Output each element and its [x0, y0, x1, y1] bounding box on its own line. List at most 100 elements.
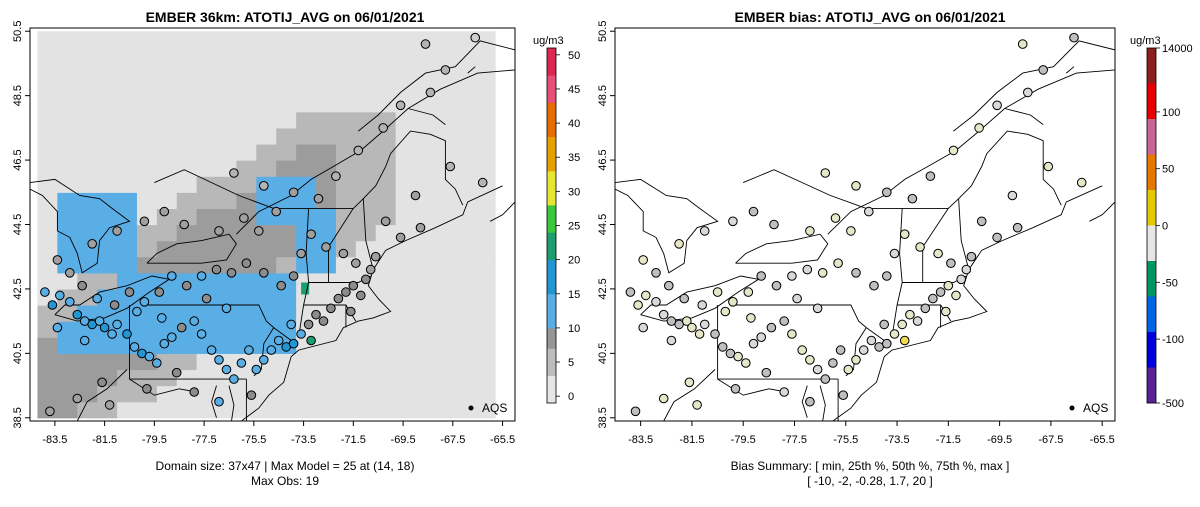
- model-grid-cell: [296, 353, 317, 371]
- basemap-line: [467, 66, 476, 74]
- model-grid-cell: [475, 127, 496, 145]
- colorbar-tick-label: 25: [568, 221, 580, 233]
- model-grid-cell: [296, 192, 317, 209]
- model-grid-cell: [296, 256, 317, 274]
- bias-colorbar-swatch: [1147, 394, 1156, 399]
- model-grid-cell: [355, 401, 377, 419]
- model-grid-cell: [196, 47, 218, 65]
- station-marker: [288, 187, 299, 198]
- model-grid-cell: [176, 176, 198, 193]
- bias-colorbar-swatch: [1147, 318, 1156, 324]
- model-grid-cell: [97, 256, 118, 274]
- model-grid-cell: [395, 256, 417, 274]
- bias-colorbar-swatch: [1147, 376, 1156, 382]
- bias-station-marker: [684, 377, 695, 388]
- model-grid-cell: [57, 95, 78, 113]
- model-grid-cell: [475, 401, 496, 419]
- model-grid-cell: [435, 272, 456, 290]
- bias-station-marker: [712, 287, 723, 297]
- model-grid-cell: [435, 224, 456, 242]
- model-grid-cell: [335, 176, 357, 193]
- model-grid-cell: [57, 31, 78, 48]
- colorbar-swatch: [547, 310, 556, 315]
- x-tick-label: -67.5: [1038, 434, 1063, 446]
- bias-station-marker: [1076, 177, 1087, 188]
- colorbar-swatch: [547, 368, 556, 373]
- colorbar-swatch: [547, 399, 556, 404]
- x-tick-label: -83.5: [42, 434, 67, 446]
- bias-station-marker: [889, 329, 900, 339]
- colorbar-swatch: [547, 51, 556, 56]
- bias-station-marker: [717, 342, 728, 352]
- model-grid-cell: [37, 224, 58, 242]
- model-grid-cell: [276, 305, 297, 322]
- model-grid-cell: [475, 305, 496, 322]
- bias-colorbar-swatch: [1147, 74, 1156, 80]
- bias-station-marker: [912, 316, 923, 326]
- bias-station-marker: [835, 345, 846, 355]
- station-marker: [410, 190, 421, 201]
- colorbar-swatch: [547, 160, 556, 165]
- bias-station-marker: [805, 226, 815, 236]
- bias-colorbar-swatch: [1147, 136, 1156, 142]
- bias-colorbar-swatch: [1147, 119, 1156, 124]
- model-grid-cell: [136, 31, 158, 48]
- station-marker: [139, 297, 150, 307]
- model-grid-cell: [276, 95, 297, 113]
- model-grid-cell: [256, 160, 277, 177]
- model-grid-cell: [455, 192, 476, 209]
- colorbar-swatch: [547, 78, 556, 83]
- model-grid-cell: [196, 208, 218, 226]
- model-grid-cell: [57, 143, 78, 161]
- model-grid-cell: [296, 95, 317, 113]
- model-grid-cell: [256, 288, 277, 306]
- model-grid-cell: [316, 401, 337, 419]
- model-grid-cell: [236, 95, 257, 113]
- colorbar-swatch: [547, 355, 556, 360]
- colorbar-swatch: [547, 297, 556, 301]
- model-grid-cell: [196, 385, 218, 403]
- bias-station-marker: [756, 332, 767, 343]
- model-grid-cell: [316, 63, 337, 81]
- y-tick-label: 42.5: [597, 278, 609, 299]
- station-marker: [253, 226, 264, 236]
- colorbar-swatch: [547, 112, 556, 117]
- bias-station-marker: [851, 181, 861, 191]
- basemap-line: [1089, 201, 1115, 222]
- colorbar-tick-label: 0: [568, 391, 574, 403]
- bias-colorbar-tick-label: 0: [1162, 221, 1168, 233]
- bias-station-marker: [1007, 190, 1018, 201]
- station-marker: [266, 345, 277, 355]
- model-grid-cell: [435, 176, 456, 193]
- basemap-line: [362, 198, 374, 270]
- model-grid-cell: [176, 256, 198, 274]
- bias-station-marker: [692, 400, 702, 410]
- model-grid-cell: [37, 337, 58, 354]
- station-marker: [176, 322, 187, 333]
- colorbar-swatch: [547, 375, 556, 380]
- model-grid-cell: [196, 224, 218, 242]
- station-marker: [139, 216, 150, 227]
- bias-station-marker: [851, 355, 861, 365]
- model-grid-cell: [196, 369, 218, 387]
- bias-station-marker: [748, 338, 759, 349]
- model-grid-cell: [216, 47, 238, 65]
- station-marker: [445, 161, 456, 172]
- colorbar-swatch: [547, 263, 556, 267]
- model-grid-cell: [156, 63, 178, 81]
- model-grid-cell: [395, 321, 417, 338]
- colorbar-swatch: [547, 95, 556, 100]
- colorbar-swatch: [547, 82, 556, 86]
- bias-station-marker: [943, 280, 954, 291]
- model-grid-cell: [355, 208, 377, 226]
- bias-colorbar-swatch: [1147, 61, 1156, 67]
- model-grid-cell: [335, 63, 357, 81]
- colorbar-swatch: [547, 119, 556, 124]
- model-grid-cell: [415, 321, 437, 338]
- model-grid-cell: [355, 127, 377, 145]
- model-grid-cell: [475, 321, 496, 338]
- x-tick-label: -73.5: [291, 434, 316, 446]
- model-grid-cell: [77, 176, 98, 193]
- model-grid-cell: [136, 240, 158, 258]
- bias-colorbar-swatch: [1147, 65, 1156, 71]
